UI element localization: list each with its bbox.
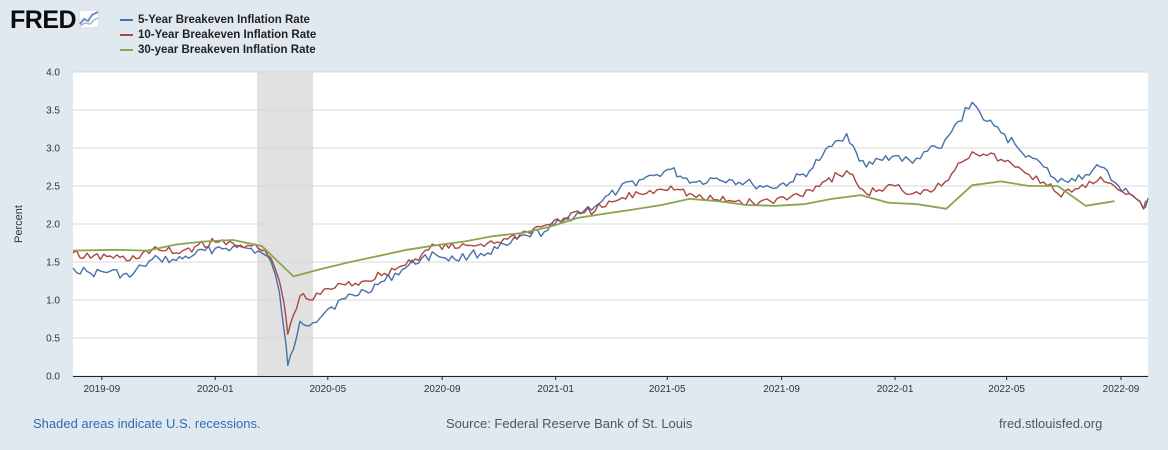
fred-logo[interactable]: FRED	[10, 6, 101, 35]
y-tick-label: 2.5	[46, 182, 60, 193]
x-tick-label: 2020-05	[309, 384, 346, 395]
y-tick-label: 2.0	[46, 220, 60, 231]
series-30yr-line	[72, 180, 1115, 278]
legend-swatch-5yr	[120, 18, 133, 21]
source-note: Source: Federal Reserve Bank of St. Loui…	[446, 416, 693, 431]
x-tick-label: 2021-05	[649, 384, 686, 395]
y-tick-label: 0.5	[46, 334, 60, 345]
series-10yr-line	[72, 151, 1149, 335]
y-tick-label: 3.0	[46, 144, 60, 155]
y-tick-label: 1.5	[46, 258, 60, 269]
x-tick-label: 2020-09	[424, 384, 461, 395]
header: FRED 5-Year Breakeven Inflation Rate 10-…	[0, 0, 1168, 62]
recession-note[interactable]: Shaded areas indicate U.S. recessions.	[33, 416, 261, 431]
line-chart-icon	[78, 9, 101, 34]
series-5yr-line	[72, 101, 1149, 367]
line-chart: 0.0 0.5 1.0 1.5 2.0 2.5 3.0 3.5 4.0 2019-09 2020-0…	[13, 68, 1149, 395]
legend-label-30yr: 30-year Breakeven Inflation Rate	[138, 43, 316, 56]
legend-swatch-10yr	[120, 33, 133, 36]
y-tick-label: 0.0	[46, 372, 60, 383]
x-tick-label: 2022-05	[988, 384, 1025, 395]
y-tick-label: 3.5	[46, 106, 60, 117]
legend-item-5yr[interactable]: 5-Year Breakeven Inflation Rate	[120, 12, 316, 27]
legend-label-5yr: 5-Year Breakeven Inflation Rate	[138, 13, 310, 26]
legend: 5-Year Breakeven Inflation Rate 10-Year …	[120, 12, 316, 57]
logo-text: FRED	[10, 6, 77, 34]
x-tick-label: 2019-09	[83, 384, 120, 395]
x-tick-label: 2022-01	[877, 384, 914, 395]
x-tick-label: 2020-01	[197, 384, 234, 395]
legend-swatch-30yr	[120, 48, 133, 51]
legend-item-10yr[interactable]: 10-Year Breakeven Inflation Rate	[120, 27, 316, 42]
legend-label-10yr: 10-Year Breakeven Inflation Rate	[138, 28, 317, 41]
y-axis-label: Percent	[13, 205, 25, 243]
y-tick-label: 4.0	[46, 68, 60, 79]
site-link[interactable]: fred.stlouisfed.org	[999, 416, 1103, 431]
y-tick-label: 1.0	[46, 296, 60, 307]
x-tick-label: 2021-09	[763, 384, 800, 395]
x-tick-label: 2022-09	[1103, 384, 1140, 395]
legend-item-30yr[interactable]: 30-year Breakeven Inflation Rate	[120, 42, 316, 57]
x-tick-label: 2021-01	[537, 384, 574, 395]
